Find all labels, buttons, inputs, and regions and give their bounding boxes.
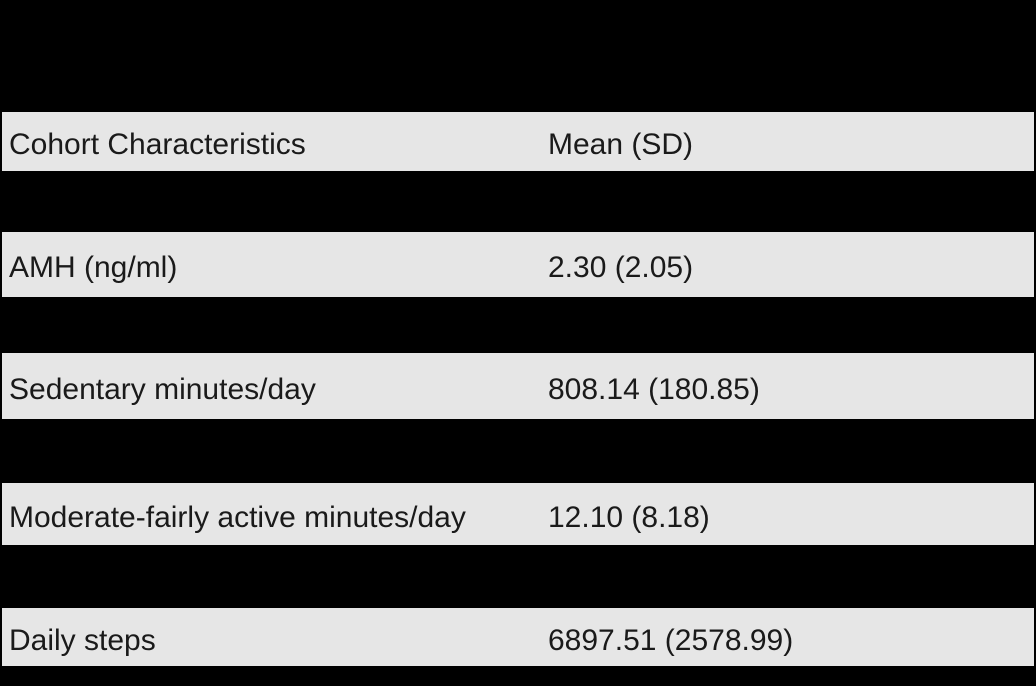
header-label-cell: Cohort Characteristics bbox=[9, 130, 306, 160]
row-label-cell: Moderate-fairly active minutes/day bbox=[9, 502, 466, 533]
row-value-cell: 12.10 (8.18) bbox=[548, 502, 710, 533]
header-value-cell: Mean (SD) bbox=[548, 130, 694, 160]
table-row: Daily steps 6897.51 (2578.99) bbox=[2, 608, 1034, 666]
table-row: Moderate-fairly active minutes/day 12.10… bbox=[2, 483, 1034, 545]
table-row: Sedentary minutes/day 808.14 (180.85) bbox=[2, 353, 1034, 419]
top-black-area bbox=[0, 0, 1036, 112]
row-separator bbox=[0, 297, 1036, 353]
row-label-cell: Sedentary minutes/day bbox=[9, 374, 316, 405]
table-row: AMH (ng/ml) 2.30 (2.05) bbox=[2, 232, 1034, 297]
row-separator bbox=[0, 171, 1036, 232]
row-separator bbox=[0, 545, 1036, 608]
row-value-cell: 2.30 (2.05) bbox=[548, 253, 694, 283]
row-value-cell: 6897.51 (2578.99) bbox=[548, 625, 794, 656]
row-label-cell: Daily steps bbox=[9, 625, 156, 656]
row-value-cell: 808.14 (180.85) bbox=[548, 374, 760, 405]
row-label-cell: AMH (ng/ml) bbox=[9, 253, 178, 283]
table-header-row: Cohort Characteristics Mean (SD) bbox=[2, 112, 1034, 171]
row-separator bbox=[0, 419, 1036, 483]
